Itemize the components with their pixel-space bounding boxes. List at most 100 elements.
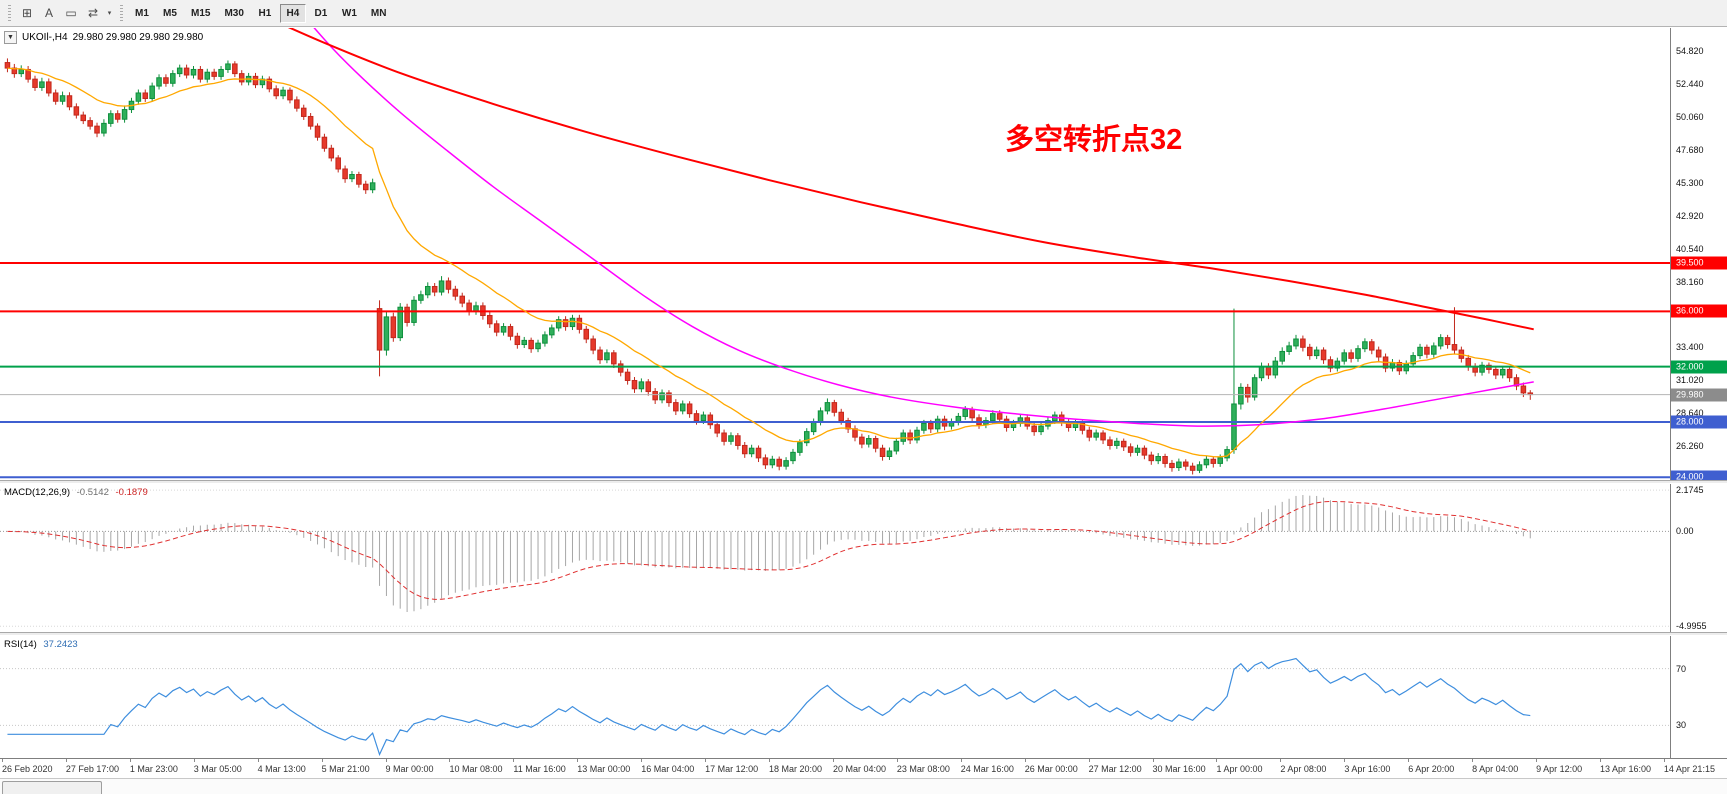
time-tick	[641, 759, 643, 762]
pane-separator-rsi[interactable]	[0, 632, 1727, 636]
dropdown-caret-icon[interactable]: ▾	[107, 10, 112, 17]
rsi-pane[interactable]: RSI(14) 37.2423	[0, 636, 1670, 758]
timeframe-button-m15[interactable]: M15	[191, 7, 211, 19]
macd-scale-label: 0.00	[1676, 526, 1694, 537]
main-chart[interactable]	[0, 28, 1670, 480]
symbol-period-label: UKOIl-,H4	[22, 32, 68, 43]
timeframe-button-d1[interactable]: D1	[314, 7, 328, 19]
macd-axis[interactable]: 2.1745 0.00 -4.9955	[1670, 484, 1727, 632]
price-tick-label: 45.300	[1676, 177, 1704, 188]
rsi-name: RSI(14)	[4, 639, 37, 650]
chart-grid-icon[interactable]: ⊞	[21, 6, 33, 20]
rsi-chart[interactable]	[0, 636, 1670, 758]
price-tick-label: 33.400	[1676, 342, 1704, 353]
time-tick	[2, 759, 3, 762]
ma-fast-orange	[7, 67, 1531, 458]
price-level-badge: 36.000	[1671, 304, 1727, 318]
rsi-value: 37.2423	[43, 639, 78, 650]
time-label: 24 Mar 16:00	[960, 764, 1014, 774]
time-tick	[257, 759, 259, 762]
pane-separator-macd[interactable]	[0, 480, 1727, 484]
timeframe-button-m5[interactable]: M5	[163, 7, 177, 19]
rsi-line	[7, 657, 1531, 757]
price-tick-label: 54.820	[1676, 46, 1704, 57]
macd-signal-value: -0.1879	[115, 487, 148, 498]
time-label: 2 Apr 08:00	[1280, 764, 1327, 774]
time-label: 27 Mar 12:00	[1088, 764, 1142, 774]
time-label: 13 Apr 16:00	[1600, 764, 1652, 774]
time-label: 14 Apr 21:15	[1663, 764, 1715, 774]
time-tick	[577, 759, 579, 762]
annotation-text[interactable]: 多空转折点32	[1005, 124, 1183, 156]
toolbar-grip-2[interactable]	[120, 5, 123, 21]
timeframe-button-h4[interactable]: H4	[279, 3, 306, 23]
time-label: 11 Mar 16:00	[513, 764, 566, 774]
time-tick	[193, 759, 195, 762]
price-tick-label: 38.160	[1676, 276, 1704, 287]
annotation-a-icon[interactable]: A	[44, 6, 53, 20]
macd-pane[interactable]: MACD(12,26,9) -0.5142 -0.1879	[0, 484, 1670, 632]
time-label: 1 Mar 23:00	[129, 764, 178, 774]
toolbar-grip[interactable]	[8, 5, 11, 21]
macd-signal-line	[7, 500, 1531, 600]
time-tick	[832, 759, 834, 762]
price-axis[interactable]: 54.820 52.440 50.060 47.680 45.300 42.920 40.5…	[1670, 28, 1727, 484]
horizontal-lines-layer[interactable]	[0, 261, 1670, 479]
time-tick	[321, 759, 323, 762]
time-tick	[1600, 759, 1601, 762]
time-label: 17 Mar 12:00	[705, 764, 759, 774]
price-level-badge: 39.500	[1671, 256, 1727, 270]
time-label: 4 Mar 13:00	[257, 764, 306, 774]
time-tick	[1472, 759, 1474, 762]
time-tick	[449, 759, 451, 762]
time-tick	[705, 759, 707, 762]
ma-long-red	[287, 28, 1534, 331]
time-tick	[1344, 759, 1346, 762]
time-label: 5 Mar 21:00	[321, 764, 370, 774]
price-tick-label: 40.540	[1676, 243, 1704, 254]
rsi-level-label: 70	[1676, 663, 1687, 674]
chart-shift-icon[interactable]: ⇄	[87, 6, 99, 20]
time-label: 8 Apr 04:00	[1472, 764, 1519, 774]
time-tick	[1536, 759, 1538, 762]
price-level-badge: 32.000	[1671, 360, 1727, 374]
text-frame-icon[interactable]: ▭	[65, 6, 77, 20]
price-tick-label: 31.020	[1676, 375, 1704, 386]
chart-tab[interactable]	[2, 781, 102, 794]
macd-main-value: -0.5142	[76, 487, 109, 498]
price-level-badge: 28.000	[1671, 415, 1727, 429]
toolbar-icon-group: ⊞ A ▭ ⇄ ▾	[16, 3, 115, 23]
time-label: 23 Mar 08:00	[896, 764, 950, 774]
time-label: 6 Apr 20:00	[1408, 764, 1455, 774]
collapse-icon[interactable]: ▼	[4, 31, 17, 44]
time-tick	[960, 759, 962, 762]
timeframe-button-w1[interactable]: W1	[341, 7, 357, 19]
macd-scale-label: 2.1745	[1676, 485, 1704, 496]
timeframe-button-m1[interactable]: M1	[135, 7, 149, 19]
time-tick	[896, 759, 898, 762]
ohlc-values: 29.980 29.980 29.980 29.980	[72, 32, 204, 43]
time-tick	[1216, 759, 1218, 762]
time-label: 20 Mar 04:00	[832, 764, 886, 774]
rsi-axis[interactable]: 70 30	[1670, 636, 1727, 758]
macd-chart[interactable]	[0, 484, 1670, 632]
timeframe-button-h1[interactable]: H1	[258, 7, 272, 19]
time-axis[interactable]: 26 Feb 2020 27 Feb 17:00 1 Mar 23:00 3 Mar …	[0, 758, 1727, 778]
time-tick	[1280, 759, 1282, 762]
price-level-badge: 29.980	[1671, 388, 1727, 402]
price-tick-label: 28.640	[1676, 408, 1704, 419]
timeframe-toolbar: M1 M5 M15 M30 H1 H4 D1 W1 MN	[128, 3, 393, 23]
ma-mid-magenta	[313, 28, 1534, 427]
time-label: 1 Apr 00:00	[1216, 764, 1263, 774]
timeframe-button-mn[interactable]: MN	[370, 7, 387, 19]
time-tick	[1088, 759, 1090, 762]
time-tick	[129, 759, 131, 762]
chart-tab-bar	[0, 778, 1727, 794]
main-chart-pane[interactable]: ▼ UKOIl-,H4 29.980 29.980 29.980 29.980 …	[0, 28, 1670, 480]
price-tick-label: 52.440	[1676, 79, 1704, 90]
timeframe-button-m30[interactable]: M30	[224, 7, 244, 19]
time-tick	[1152, 759, 1154, 762]
time-label: 26 Feb 2020	[2, 764, 53, 774]
rsi-level-label: 30	[1676, 720, 1687, 731]
